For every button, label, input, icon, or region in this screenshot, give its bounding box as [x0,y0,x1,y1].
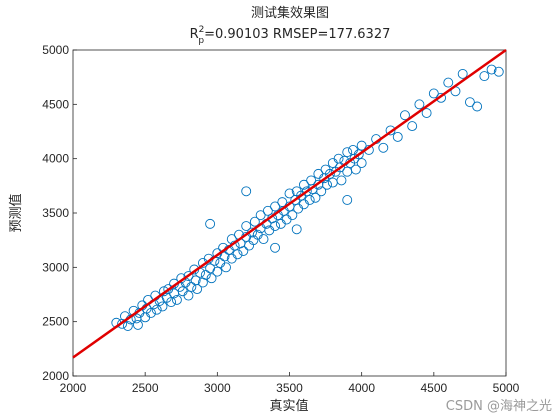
data-point [241,186,252,197]
data-point [336,175,347,186]
data-point [270,221,281,231]
fit-line [72,48,507,359]
x-tick-label: 2500 [132,381,159,395]
y-tick-label: 4500 [42,97,69,111]
x-tick-label: 3000 [204,381,231,395]
data-point [322,179,332,190]
y-tick-label: 4000 [42,152,69,166]
subtitle-r-sub: p [198,36,204,46]
subtitle-rest: =0.90103 RMSEP=177.6327 [204,27,390,42]
data-point [241,221,252,231]
data-point [197,277,208,288]
data-point [132,319,143,330]
data-point [392,131,403,142]
data-point [316,186,327,197]
data-point [324,168,335,179]
data-point [287,210,298,221]
y-tick-label: 2500 [42,315,69,329]
data-point [301,186,312,197]
data-point [183,290,194,301]
chart-title: 测试集效果图 [251,5,329,21]
data-point [350,164,361,175]
data-point [183,271,194,281]
data-point [122,321,133,331]
data-point [157,301,168,312]
y-tick-label: 3000 [42,260,69,274]
data-point [171,294,182,305]
data-point [310,192,321,203]
data-point [443,77,454,88]
data-point [232,249,243,260]
data-point [221,262,231,273]
data-point [353,149,364,160]
y-tick-label: 3500 [42,206,69,220]
subtitle-r-prefix: R [190,27,199,42]
x-axis-label: 真实值 [269,398,308,414]
data-point [356,158,367,168]
data-point [205,263,216,274]
data-point [464,97,475,108]
scatter-points [111,64,504,331]
data-point [238,246,249,256]
y-ticks: 2000 2500 3000 3500 4000 4500 5000 [42,43,77,383]
data-point [400,110,410,121]
data-point [342,195,353,205]
x-tick-label: 4500 [420,381,447,395]
data-point [342,147,353,158]
data-point [414,99,425,110]
data-point [270,201,281,212]
y-axis-label: 预测值 [8,193,24,232]
x-tick-label: 3500 [276,381,303,395]
x-tick-label: 2000 [60,381,87,395]
plot-frame [72,49,507,377]
x-tick-label: 5000 [493,381,520,395]
data-point [205,218,216,229]
data-point [479,71,490,82]
data-point [255,210,266,221]
data-point [258,234,269,245]
plot-area: 2000 2500 3000 3500 4000 4500 5000 2000 2500 300… [42,43,519,395]
data-point [356,140,367,151]
data-point [166,297,177,308]
data-point [212,266,223,277]
data-point [457,68,468,79]
data-point [493,66,504,77]
subtitle-r-sup: 2 [199,25,205,35]
y-tick-label: 5000 [42,43,69,57]
data-point [117,318,128,329]
data-point [298,179,309,190]
data-point [262,205,273,216]
data-point [428,88,439,99]
x-ticks: 2000 2500 3000 3500 4000 4500 5000 [60,372,520,395]
data-point [270,242,281,253]
data-point [472,101,483,112]
data-point [378,142,389,153]
data-point [284,188,295,199]
x-tick-label: 4000 [348,381,375,395]
chart-subtitle: R2 p=0.90103 RMSEP=177.6327 [190,25,391,46]
data-point [385,125,396,136]
data-point [291,224,302,235]
data-point [304,195,315,205]
data-point [151,304,162,315]
data-point [206,273,217,284]
data-point [145,308,156,318]
data-point [421,108,432,118]
data-point [486,64,497,75]
data-point [249,216,260,227]
data-point [407,121,418,132]
y-tick-label: 2000 [42,369,69,383]
csdn-watermark: CSDN @海神之光 [445,399,552,414]
data-point [192,284,203,295]
